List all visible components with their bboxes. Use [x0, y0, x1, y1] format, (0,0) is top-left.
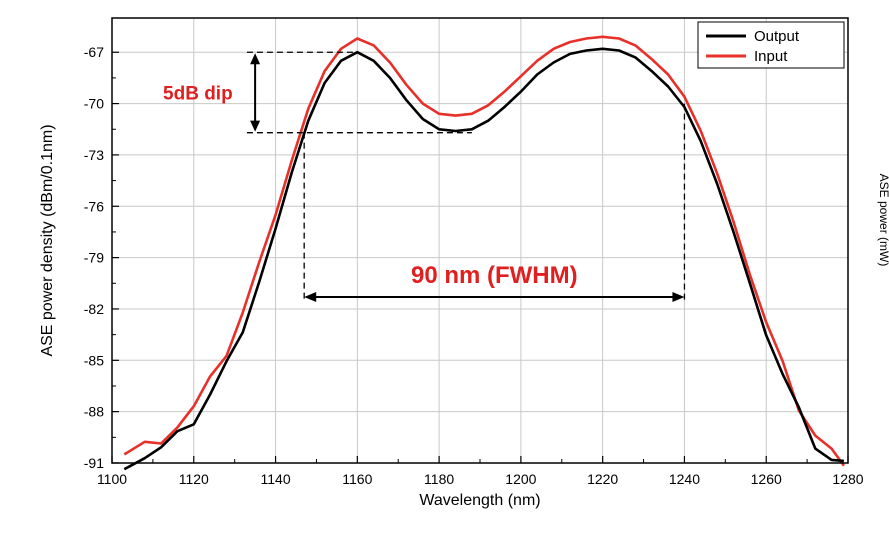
dip-annotation-label: 5dB dip	[163, 83, 233, 104]
y-axis-title: ASE power density (dBm/0.1nm)	[39, 124, 56, 356]
y-tick-label: -76	[84, 198, 104, 214]
x-tick-label: 1260	[751, 471, 782, 487]
x-tick-label: 1220	[587, 471, 618, 487]
fwhm-arrow-head-left	[304, 291, 317, 302]
y-tick-label: -79	[84, 250, 104, 266]
dip-arrow-head-top	[250, 53, 261, 65]
series-lines	[123, 35, 845, 471]
y-tick-label: -70	[84, 96, 104, 112]
y-tick-label: -88	[84, 404, 104, 420]
legend-label-output: Output	[754, 28, 800, 45]
legend-label-input: Input	[754, 48, 788, 65]
y-tick-label: -73	[84, 147, 104, 163]
x-axis-title: Wavelength (nm)	[419, 492, 540, 509]
right-axis-title: ASE power (mW)	[877, 174, 889, 267]
y-tick-label: -67	[84, 44, 104, 60]
x-tick-label: 1140	[261, 471, 291, 487]
legend: Output Input	[697, 21, 845, 69]
y-tick-label: -82	[84, 301, 104, 317]
x-tick-label: 1280	[832, 471, 863, 487]
x-tick-label: 1200	[505, 471, 536, 487]
x-tick-label: 1240	[669, 471, 700, 487]
legend-box	[697, 21, 845, 69]
series-line-output	[123, 47, 845, 471]
fwhm-arrow-head-right	[672, 291, 685, 302]
axis-ticks: 1100 1120 1140 1160 1180 1200 1220 1240 1260 1280…	[84, 44, 864, 487]
y-tick-label: -85	[84, 352, 104, 368]
fwhm-annotation-label: 90 nm (FWHM)	[411, 262, 578, 289]
series-line-input	[123, 35, 845, 467]
annotations	[246, 51, 686, 302]
x-tick-label: 1160	[342, 471, 372, 487]
y-tick-label: -91	[84, 455, 104, 471]
x-tick-label: 1100	[97, 471, 127, 487]
x-tick-label: 1180	[424, 471, 454, 487]
x-tick-label: 1120	[179, 471, 209, 487]
dip-arrow-head-bottom	[250, 120, 261, 132]
